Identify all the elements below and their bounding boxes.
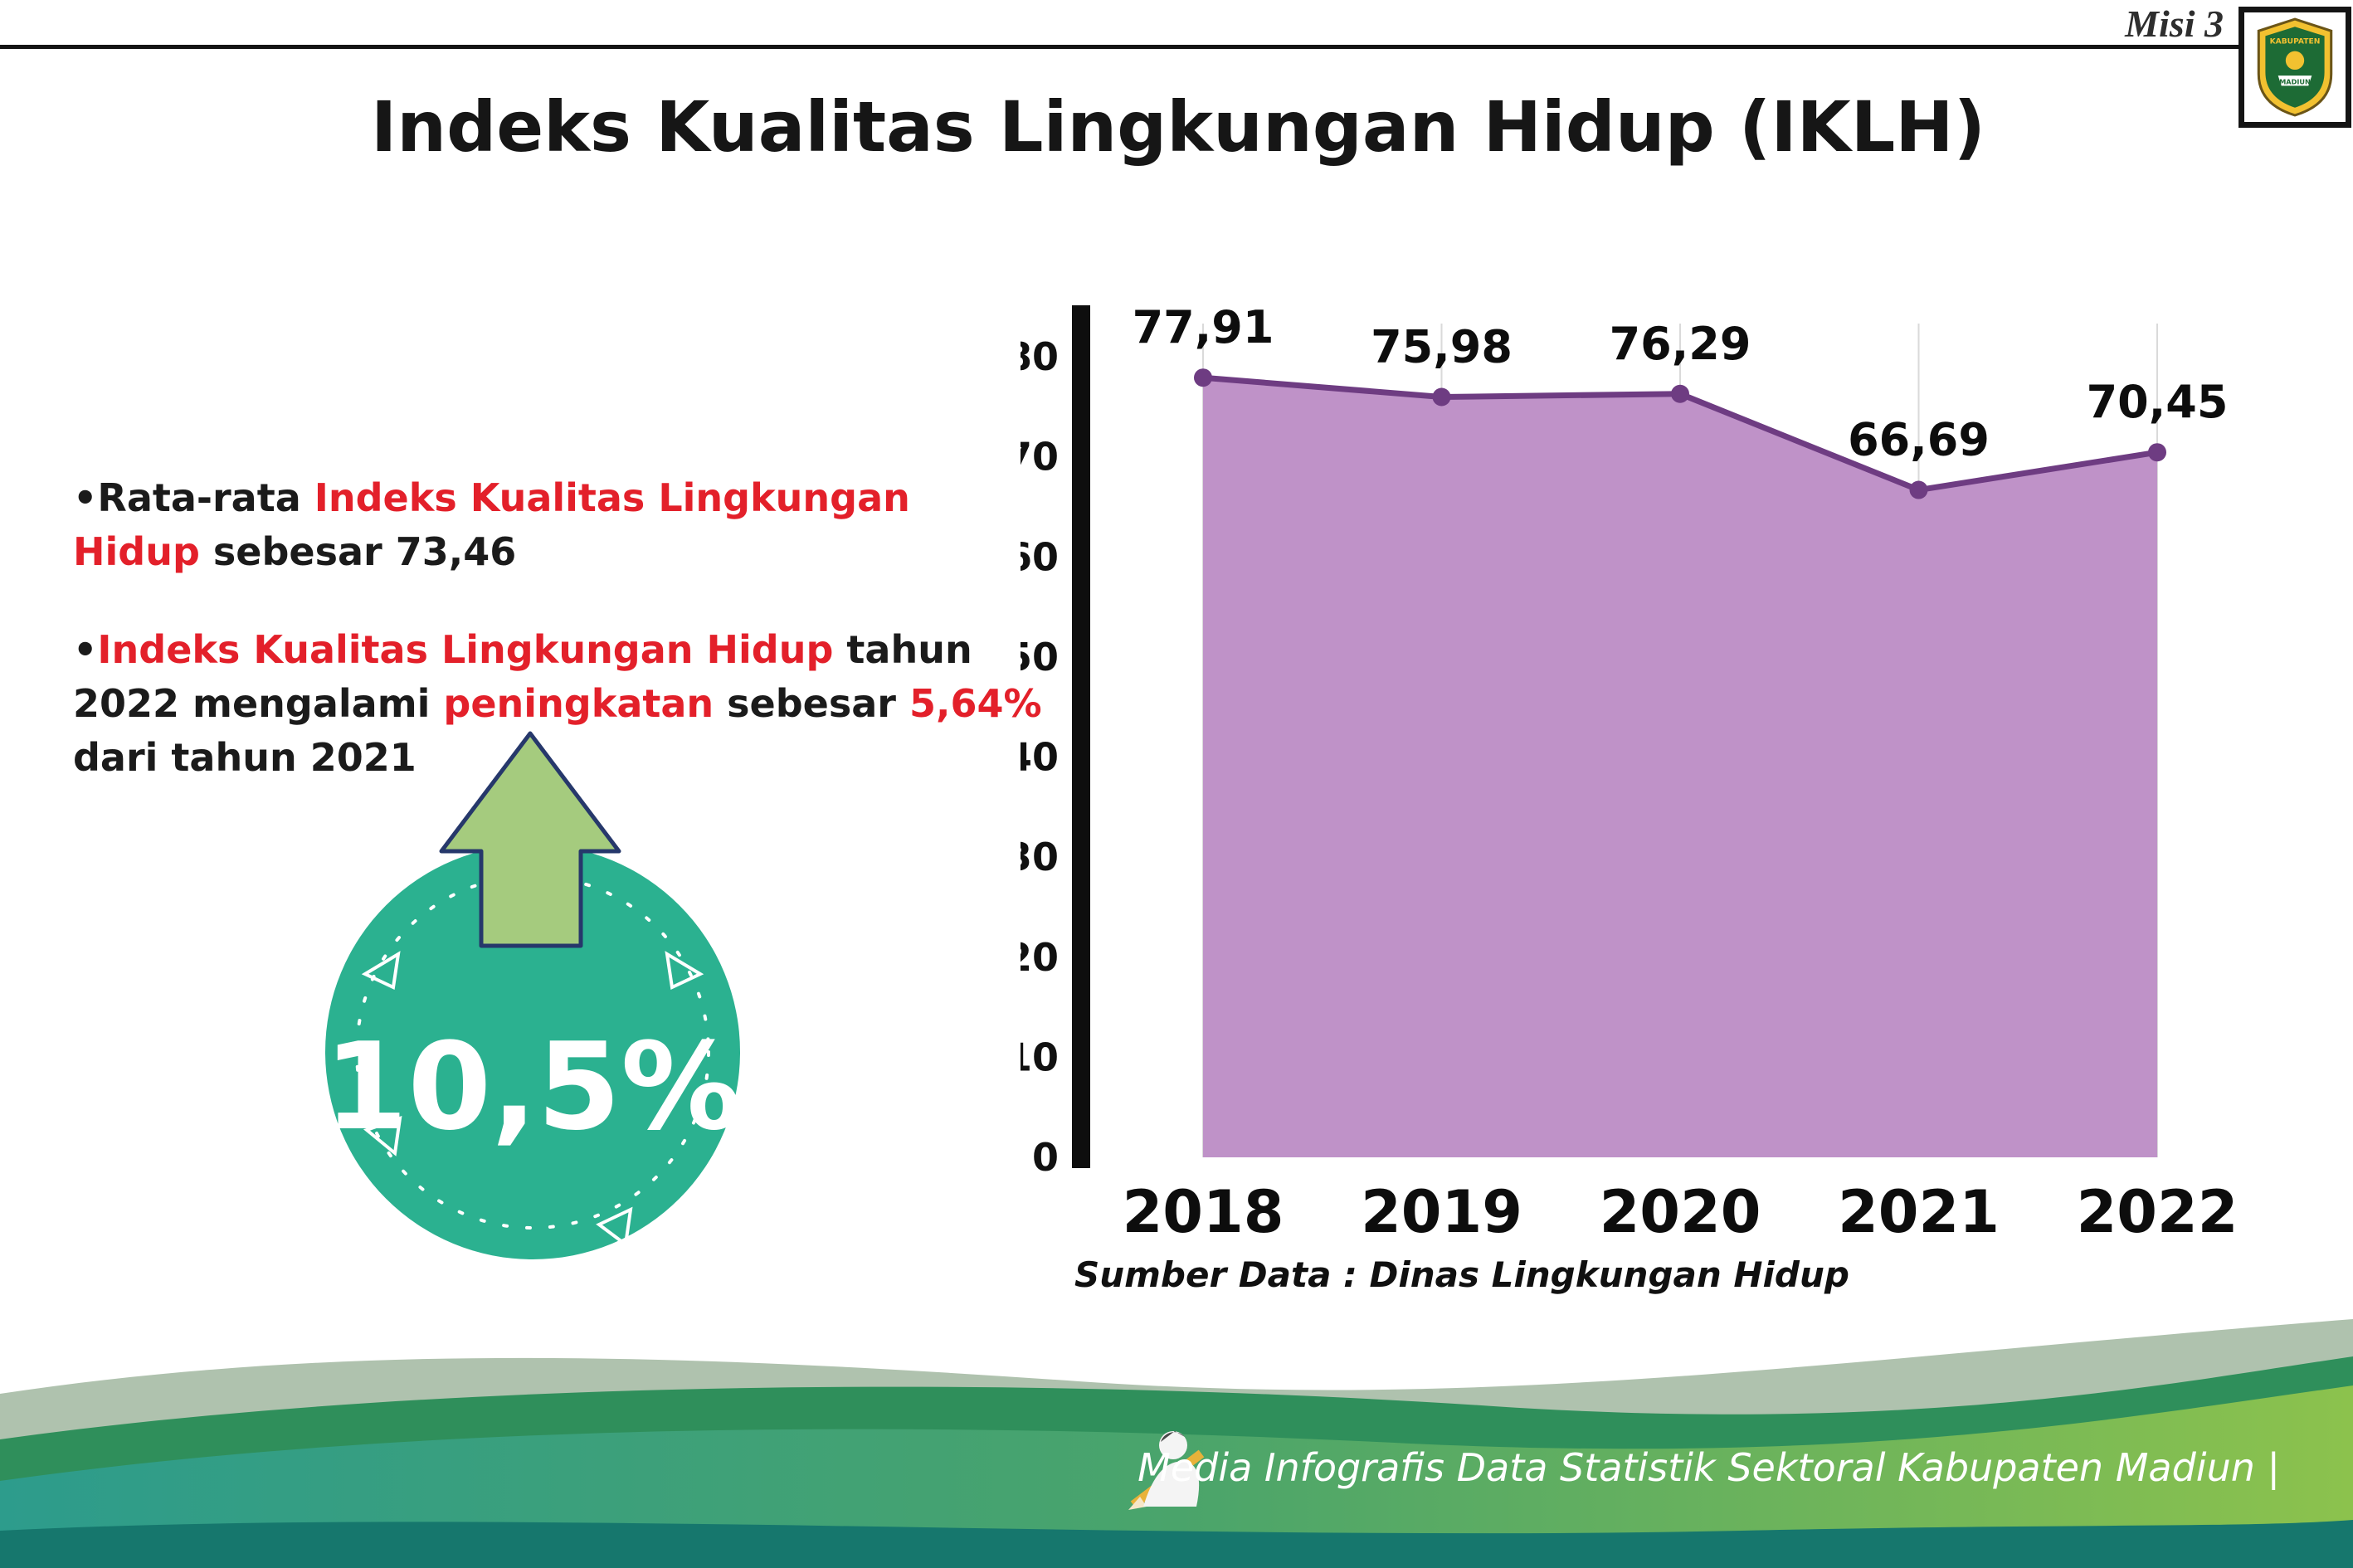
increase-badge-graphic: 10,5% (324, 731, 742, 1259)
value-label: 77,91 (1133, 301, 1274, 353)
badge-triangle-upper-left (361, 951, 401, 990)
badge-triangle-lower-left (363, 1116, 402, 1157)
crest-bottom-text: MADIUN (2279, 77, 2311, 85)
b2-highlight-1: Indeks Kualitas Lingkungan Hidup (97, 626, 834, 672)
b2-highlight-2: peningkatan (443, 680, 714, 726)
mascot-hair (1161, 1431, 1185, 1442)
iklh-chart: 0 10 20 30 40 50 60 70 80 77,91 75,98 76,29 66,69 70,… (1006, 274, 2323, 1319)
badge-percentage: 10,5% (324, 1017, 741, 1157)
b1-text-1: Rata-rata (97, 475, 314, 520)
data-point (1432, 387, 1451, 407)
data-point (1194, 368, 1212, 387)
y-tick-label: 70 (1021, 435, 1059, 480)
crest-banner (2277, 75, 2312, 86)
x-tick-label: 2022 (2077, 1178, 2239, 1246)
y-tick-label: 40 (1021, 735, 1059, 780)
footer-credit: Media Infografis Data Statistik Sektoral… (1138, 1445, 2280, 1490)
b2-text-3: dari tahun 2021 (73, 735, 417, 781)
increase-badge: 10,5% (317, 728, 748, 1280)
logo-frame: KABUPATEN MADIUN (2239, 7, 2351, 128)
crest-emblem-dot (2285, 51, 2305, 71)
y-tick-label: 60 (1021, 534, 1059, 579)
y-tick-label: 80 (1021, 334, 1059, 379)
mascot-icon (1128, 1431, 1205, 1510)
iklh-area-chart: 0 10 20 30 40 50 60 70 80 77,91 75,98 76,29 66,69 70,… (1006, 301, 2239, 1246)
y-tick-label: 50 (1021, 635, 1059, 679)
x-tick-label: 2020 (1600, 1178, 1761, 1246)
kabupaten-madiun-crest-icon: KABUPATEN MADIUN (2257, 17, 2333, 117)
x-tick-label: 2018 (1123, 1178, 1284, 1246)
mascot-head (1159, 1431, 1187, 1459)
bullet-list: •Rata-rata Indeks Kualitas Lingkungan Hi… (73, 471, 1044, 829)
mascot-body (1143, 1461, 1200, 1507)
y-tick-label: 20 (1021, 935, 1059, 980)
data-point (1909, 480, 1928, 499)
wave-bottom-strip (0, 1520, 2353, 1568)
y-tick-label: 0 (1032, 1135, 1059, 1180)
y-tick-label: 30 (1021, 835, 1059, 879)
badge-dashed-ring (355, 874, 710, 1230)
y-axis (1072, 305, 1090, 1168)
b1-text-2: sebesar 73,46 (199, 529, 517, 575)
x-tick-label: 2021 (1838, 1178, 2000, 1246)
badge-triangle-lower-right (596, 1206, 633, 1248)
area-fill (1203, 377, 2157, 1157)
data-point (2148, 443, 2166, 462)
misi-label: Misi 3 (2125, 2, 2224, 45)
header-rule (0, 45, 2239, 49)
value-label: 75,98 (1371, 320, 1513, 373)
badge-circle (325, 845, 740, 1259)
b2-text-2: sebesar (714, 680, 909, 726)
value-label: 66,69 (1848, 414, 1990, 466)
mascot-pencil-tip (1128, 1497, 1147, 1510)
data-point (1671, 384, 1689, 403)
y-tick-label: 10 (1021, 1035, 1059, 1079)
value-label: 70,45 (2087, 376, 2229, 428)
b2-highlight-3: 5,64% (909, 680, 1042, 726)
badge-triangle-upper-right (665, 951, 704, 990)
crest-top-text: KABUPATEN (2270, 38, 2321, 46)
up-arrow-icon (439, 731, 621, 948)
page-title: Indeks Kualitas Lingkungan Hidup (IKLH) (371, 86, 1985, 168)
b2-text-1: tahun 2022 mengalami (73, 626, 972, 726)
bullet-increase-2022: •Indeks Kualitas Lingkungan Hidup tahun … (73, 623, 1044, 786)
source-note: Sumber Data : Dinas Lingkungan Hidup (1074, 1254, 1849, 1295)
value-label: 76,29 (1610, 318, 1751, 370)
bullet-marker: • (73, 626, 98, 672)
b1-highlight: Indeks Kualitas Lingkungan Hidup (73, 475, 910, 575)
bullet-average-iklh: •Rata-rata Indeks Kualitas Lingkungan Hi… (73, 471, 1044, 580)
bullet-marker: • (73, 475, 98, 520)
x-tick-label: 2019 (1361, 1178, 1522, 1246)
